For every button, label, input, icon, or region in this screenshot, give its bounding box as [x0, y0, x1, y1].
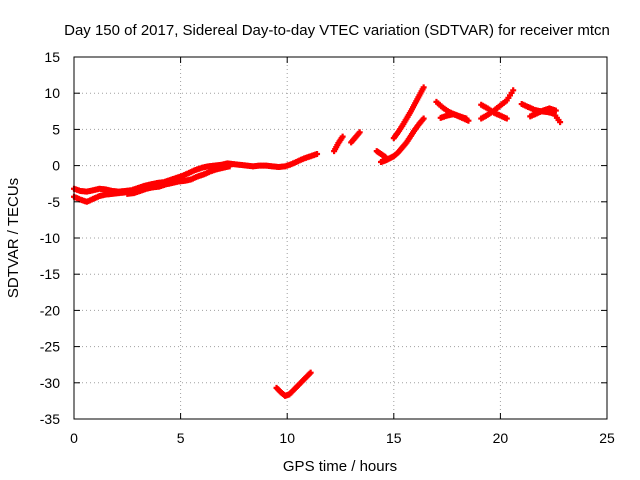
data-point	[382, 153, 389, 160]
x-tick-label: 20	[493, 430, 509, 446]
y-tick-label: 0	[52, 158, 60, 174]
axis-ticks: 0 5 10 15 20 25 15 10 5 0 -5 -10 -15 -20 -25 -30 -35	[40, 49, 615, 446]
y-tick-label: 5	[52, 121, 60, 137]
x-tick-label: 0	[70, 430, 78, 446]
x-axis-label: GPS time / hours	[283, 458, 397, 475]
data-point	[510, 87, 517, 94]
plot-frame	[73, 56, 608, 420]
data-point	[420, 84, 427, 91]
data-point	[307, 369, 314, 376]
data-point	[557, 119, 564, 126]
y-tick-label: -30	[40, 375, 60, 391]
data-points	[71, 84, 564, 399]
y-tick-label: -5	[48, 194, 61, 210]
y-tick-label: -25	[40, 339, 60, 355]
data-point	[356, 129, 363, 136]
data-point	[503, 115, 510, 122]
y-tick-label: -35	[40, 411, 60, 427]
data-point	[339, 133, 346, 140]
y-tick-label: 10	[44, 85, 60, 101]
x-tick-label: 15	[386, 430, 402, 446]
x-tick-label: 5	[177, 430, 185, 446]
data-point	[420, 115, 427, 122]
y-tick-label: -20	[40, 302, 60, 318]
grid	[74, 57, 607, 419]
y-axis-label: SDTVAR / TECUs	[5, 178, 22, 298]
y-tick-label: -10	[40, 230, 60, 246]
x-tick-label: 25	[599, 430, 615, 446]
chart-title: Day 150 of 2017, Sidereal Day-to-day VTE…	[64, 22, 610, 39]
data-point	[552, 107, 559, 114]
x-tick-label: 10	[279, 430, 295, 446]
data-point	[463, 115, 470, 122]
y-tick-label: 15	[44, 49, 60, 65]
data-point	[226, 163, 233, 170]
data-point	[314, 151, 321, 158]
y-tick-label: -15	[40, 266, 60, 282]
